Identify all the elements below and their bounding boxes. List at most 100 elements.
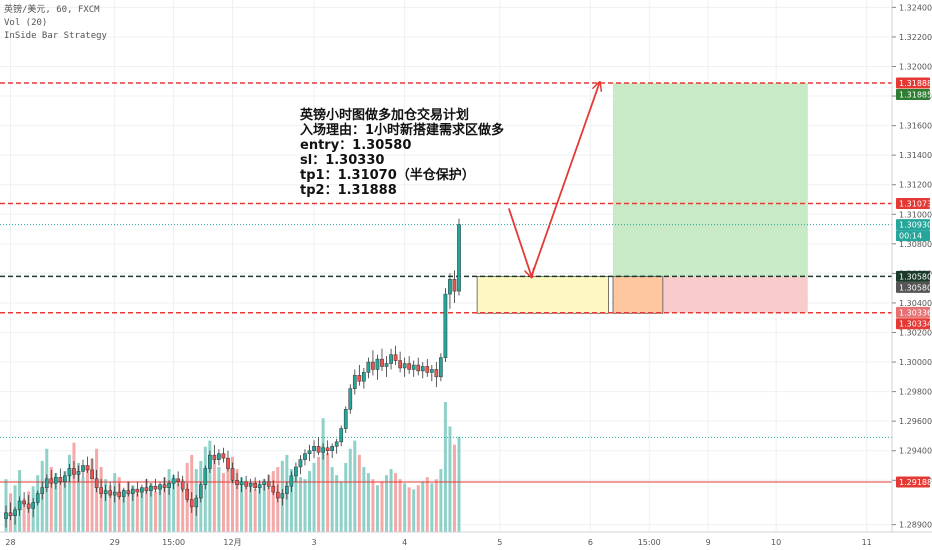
candle-body <box>325 447 330 451</box>
volume-bar <box>140 487 144 532</box>
volume-bar <box>326 452 330 532</box>
candle-body <box>81 465 85 472</box>
price-label-text: 1.30336 <box>899 308 932 317</box>
note-title: 英镑小时图做多加仓交易计划 <box>300 108 470 123</box>
legend-strategy[interactable]: InSide Bar Strategy <box>4 31 107 41</box>
price-label-bg <box>896 476 930 488</box>
price-tick-label: 1.31400 <box>899 151 932 160</box>
price-label-text: 1.30580 <box>899 272 932 281</box>
candle-body <box>158 484 162 490</box>
candle-body <box>429 369 434 373</box>
volume-bar <box>448 426 452 532</box>
volume-bar <box>108 485 112 532</box>
chart-legend: 英镑/美元, 60, FXCM Vol (20) InSide Bar Stra… <box>4 4 107 43</box>
volume-bar <box>303 479 307 532</box>
volume-bar <box>253 489 257 532</box>
price-label: 00:14 <box>896 230 930 242</box>
price-label: 1.30336 <box>896 306 932 318</box>
volume-bar <box>72 442 76 532</box>
candle-body <box>40 487 45 494</box>
candle-body <box>439 357 443 378</box>
volume-bar <box>425 477 429 532</box>
price-tick-label: 1.29800 <box>899 388 932 397</box>
volume-bar <box>231 456 234 532</box>
volume-bar <box>362 467 366 532</box>
volume-bar <box>403 483 407 532</box>
candle-body <box>130 488 135 494</box>
candle-body <box>402 363 407 369</box>
annotation-arrow <box>530 83 599 277</box>
note-tp1: tp1：1.31070（半仓保护） <box>300 168 475 183</box>
volume-bar <box>217 467 221 532</box>
note-reason: 入场理由：1小时新搭建需求区做多 <box>300 123 505 138</box>
volume-bar <box>167 469 171 532</box>
volume-bar <box>86 469 90 532</box>
price-tick-label: 1.32200 <box>899 33 932 42</box>
time-tick-label: 11 <box>862 538 872 547</box>
candle-body <box>316 446 321 453</box>
volume-bar <box>90 458 94 532</box>
candle-body <box>235 480 239 485</box>
candle-body <box>339 428 344 443</box>
candle-body <box>103 490 108 494</box>
candle-body <box>99 487 103 494</box>
price-label-text: 00:14 <box>899 232 922 241</box>
volume-bar <box>126 481 130 532</box>
candle-body <box>452 279 457 292</box>
price-tick-label: 1.30200 <box>899 329 932 338</box>
candle-body <box>226 457 230 469</box>
volume-bar <box>240 477 244 532</box>
volume-bar <box>76 462 80 532</box>
volume-bar <box>122 489 126 532</box>
trade-plan-note[interactable]: 英镑小时图做多加仓交易计划 入场理由：1小时新搭建需求区做多 entry：1.3… <box>300 108 504 198</box>
volume-bar <box>267 475 271 532</box>
volume-bar <box>181 479 185 532</box>
candle-body <box>108 490 113 496</box>
time-tick-label: 9 <box>706 538 711 547</box>
candle-body <box>262 481 267 485</box>
price-label: 1.30334 <box>896 318 932 330</box>
candle-body <box>371 361 375 370</box>
candle-body <box>72 468 76 475</box>
volume-bar <box>335 475 339 532</box>
candle-body <box>35 493 40 503</box>
legend-volume[interactable]: Vol (20) <box>4 18 48 28</box>
volume-bar <box>203 446 207 532</box>
candle-body <box>221 453 226 459</box>
candle-body <box>17 500 22 511</box>
price-tick-label: 1.30400 <box>899 299 932 308</box>
candle-body <box>393 354 398 361</box>
candle-body <box>31 502 36 509</box>
volume-bar <box>99 467 103 532</box>
volume-bar <box>258 483 262 532</box>
volume-bar <box>421 481 425 532</box>
candle-body <box>94 478 99 488</box>
candle-body <box>26 503 31 509</box>
candle-body <box>140 487 144 493</box>
candle-body <box>398 360 402 369</box>
candle-body <box>144 487 149 491</box>
legend-symbol[interactable]: 英镑/美元, 60, FXCM <box>4 5 100 15</box>
candle-body <box>307 450 312 454</box>
candle-body <box>457 224 461 292</box>
candle-body <box>167 482 171 488</box>
candle-body <box>126 490 131 494</box>
price-label-bg <box>896 77 930 89</box>
volume-bar <box>226 464 230 532</box>
volume-bar <box>298 477 302 532</box>
candle-body <box>294 466 298 477</box>
price-label: 1.29188 <box>896 476 932 488</box>
candle-body <box>266 481 271 487</box>
price-label-text: 1.30580 <box>899 283 932 292</box>
price-tick-label: 1.31000 <box>899 210 932 219</box>
price-label: 1.30580 <box>896 270 932 282</box>
candle-body <box>416 364 421 372</box>
candle-body <box>53 477 58 484</box>
price-label: 1.31885 <box>896 88 932 100</box>
volume-bar <box>81 477 85 532</box>
volume-bar <box>144 479 148 532</box>
candle-body <box>230 468 235 481</box>
candle-body <box>248 482 253 487</box>
candle-body <box>271 485 276 493</box>
